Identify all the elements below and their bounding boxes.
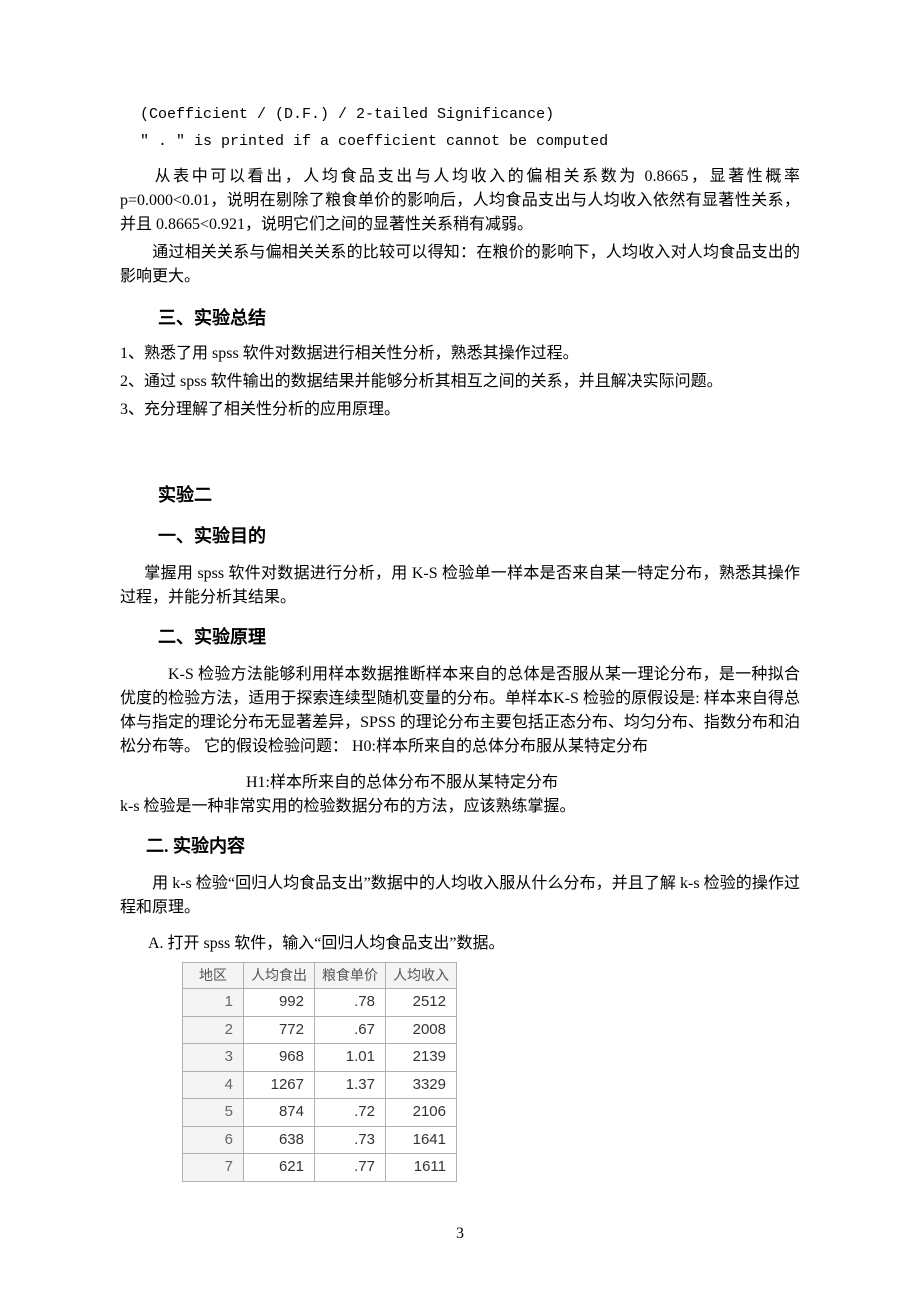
spss-data-table: 地区人均食出粮食单价人均收入 1992.7825122772.672008396…	[182, 962, 457, 1182]
principle-text: K-S 检验方法能够利用样本数据推断样本来自的总体是否服从某一理论分布，是一种拟…	[120, 666, 800, 755]
table-cell: 992	[244, 989, 315, 1017]
summary-item-3: 3、充分理解了相关性分析的应用原理。	[120, 398, 800, 422]
table-cell: 3	[183, 1044, 244, 1072]
table-cell: 1	[183, 989, 244, 1017]
analysis-paragraph-2: 通过相关关系与偏相关关系的比较可以得知：在粮价的影响下，人均收入对人均食品支出的…	[120, 241, 800, 289]
table-cell: 7	[183, 1154, 244, 1182]
summary-item-1: 1、熟悉了用 spss 软件对数据进行相关性分析，熟悉其操作过程。	[120, 342, 800, 366]
purpose-paragraph: 掌握用 spss 软件对数据进行分析，用 K-S 检验单一样本是否来自某一特定分…	[120, 562, 800, 610]
table-row: 7621.771611	[183, 1154, 457, 1182]
purpose-text: 掌握用 spss 软件对数据进行分析，用 K-S 检验单一样本是否来自某一特定分…	[120, 565, 800, 606]
heading-summary: 三、实验总结	[158, 305, 800, 332]
heading-content: 二. 实验内容	[146, 833, 800, 860]
page-number: 3	[120, 1222, 800, 1246]
analysis-paragraph-1: 从表中可以看出，人均食品支出与人均收入的偏相关系数为 0.8665，显著性概率 …	[120, 165, 800, 237]
table-cell: 1611	[386, 1154, 457, 1182]
table-cell: 5	[183, 1099, 244, 1127]
table-header-cell: 人均收入	[386, 963, 457, 989]
table-cell: 2512	[386, 989, 457, 1017]
table-cell: .72	[315, 1099, 386, 1127]
table-cell: 772	[244, 1016, 315, 1044]
table-row: 412671.373329	[183, 1071, 457, 1099]
principle-paragraph: K-S 检验方法能够利用样本数据推断样本来自的总体是否服从某一理论分布，是一种拟…	[120, 663, 800, 759]
table-cell: 3329	[386, 1071, 457, 1099]
step-a: A. 打开 spss 软件，输入“回归人均食品支出”数据。	[120, 932, 800, 956]
table-cell: 1641	[386, 1126, 457, 1154]
table-cell: 2008	[386, 1016, 457, 1044]
table-cell: 968	[244, 1044, 315, 1072]
heading-principle: 二、实验原理	[158, 624, 800, 651]
ks-note-line: k-s 检验是一种非常实用的检验数据分布的方法，应该熟练掌握。	[120, 795, 800, 819]
table-cell: .78	[315, 989, 386, 1017]
table-cell: .67	[315, 1016, 386, 1044]
table-cell: 638	[244, 1126, 315, 1154]
table-cell: 6	[183, 1126, 244, 1154]
table-header-cell: 人均食出	[244, 963, 315, 989]
table-row: 1992.782512	[183, 989, 457, 1017]
h1-line: H1:样本所来自的总体分布不服从某特定分布	[120, 771, 800, 795]
heading-purpose: 一、实验目的	[158, 523, 800, 550]
table-cell: 2106	[386, 1099, 457, 1127]
table-header-cell: 地区	[183, 963, 244, 989]
table-cell: 1.37	[315, 1071, 386, 1099]
code-line-2: " . " is printed if a coefficient cannot…	[120, 131, 800, 154]
analysis-text-1: 从表中可以看出，人均食品支出与人均收入的偏相关系数为 0.8665，显著性概率 …	[120, 168, 800, 233]
table-cell: 621	[244, 1154, 315, 1182]
heading-experiment-2: 实验二	[158, 482, 800, 509]
table-cell: .77	[315, 1154, 386, 1182]
content-text: 用 k-s 检验“回归人均食品支出”数据中的人均收入服从什么分布，并且了解 k-…	[120, 875, 800, 916]
table-cell: 874	[244, 1099, 315, 1127]
table-row: 5874.722106	[183, 1099, 457, 1127]
analysis-text-2: 通过相关关系与偏相关关系的比较可以得知：在粮价的影响下，人均收入对人均食品支出的…	[120, 244, 800, 285]
table-cell: 1.01	[315, 1044, 386, 1072]
table-cell: .73	[315, 1126, 386, 1154]
summary-item-2: 2、通过 spss 软件输出的数据结果并能够分析其相互之间的关系，并且解决实际问…	[120, 370, 800, 394]
table-header-cell: 粮食单价	[315, 963, 386, 989]
table-cell: 4	[183, 1071, 244, 1099]
table-row: 39681.012139	[183, 1044, 457, 1072]
table-cell: 2	[183, 1016, 244, 1044]
table-cell: 2139	[386, 1044, 457, 1072]
table-row: 6638.731641	[183, 1126, 457, 1154]
code-line-1: (Coefficient / (D.F.) / 2-tailed Signifi…	[120, 104, 800, 127]
table-cell: 1267	[244, 1071, 315, 1099]
content-paragraph: 用 k-s 检验“回归人均食品支出”数据中的人均收入服从什么分布，并且了解 k-…	[120, 872, 800, 920]
table-row: 2772.672008	[183, 1016, 457, 1044]
